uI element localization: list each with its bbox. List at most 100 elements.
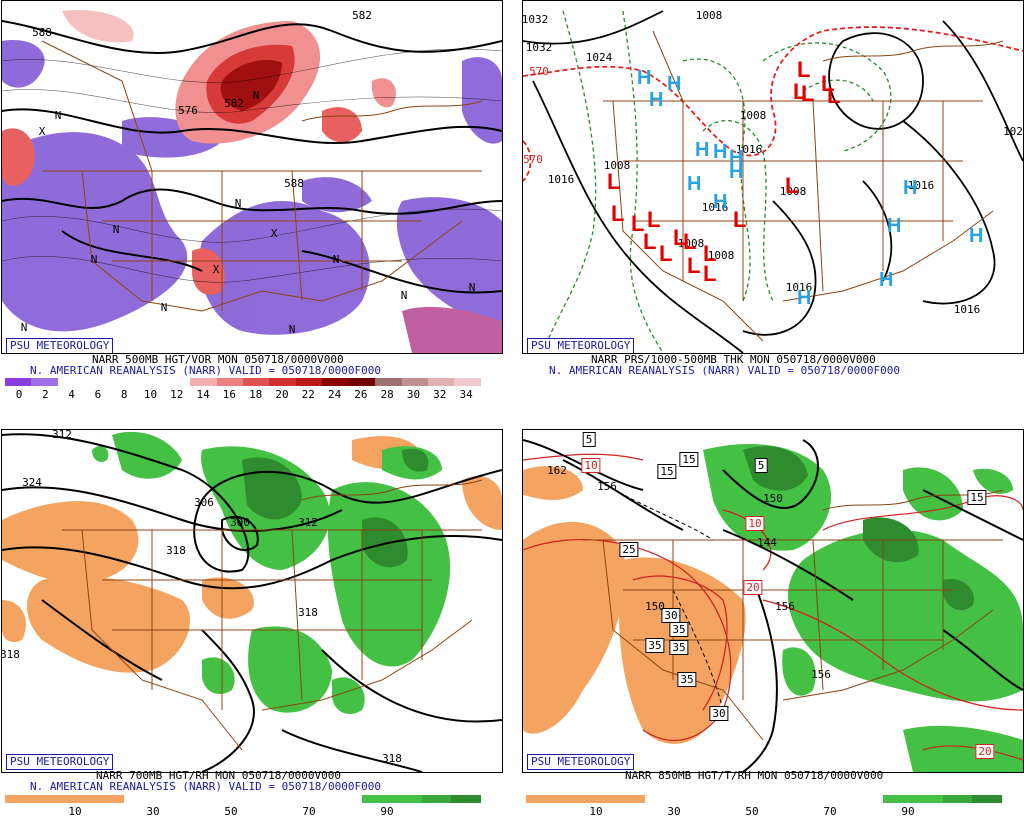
- box-label-5: 5: [754, 458, 768, 473]
- colorbar-swatch: [138, 795, 154, 803]
- symbol-n: N: [234, 197, 242, 210]
- panel-thickness: 1032 1032 1024 1008 1016 1008 1008 1008 …: [521, 0, 1024, 405]
- label-576: 576: [178, 104, 198, 117]
- colorbar-swatch: [332, 795, 348, 803]
- high-pressure-symbol: H: [713, 191, 728, 213]
- label-156-c: 156: [775, 600, 795, 613]
- colorbar-swatch: [615, 795, 631, 803]
- colorbar-swatch: [570, 795, 586, 803]
- colorbar-swatch: [5, 795, 20, 803]
- high-pressure-symbol: H: [903, 177, 918, 199]
- colorbar-swatch: [401, 378, 428, 386]
- colorbar-swatch: [600, 795, 616, 803]
- label-1016-e: 1016: [907, 179, 935, 192]
- colorbar-swatch: [734, 795, 750, 803]
- map-700mb: 312 324 306 300 312 318 318 318 318 PSU …: [1, 429, 503, 773]
- high-pressure-symbol: H: [667, 73, 682, 95]
- colorbar-tick-label: 18: [249, 388, 263, 401]
- high-pressure-symbol: H: [729, 147, 744, 169]
- colorbar-tick-label: 50: [224, 805, 238, 818]
- colorbar-swatch: [466, 795, 481, 803]
- label-312-a: 312: [52, 429, 72, 441]
- colorbar-swatch: [808, 795, 824, 803]
- high-pressure-symbol: H: [969, 225, 984, 247]
- label-162: 162: [547, 464, 567, 477]
- colorbar-swatch: [94, 795, 110, 803]
- symbol-n: N: [90, 253, 98, 266]
- colorbar-tick-label: 14: [196, 388, 210, 401]
- box-label-15: 15: [679, 452, 699, 467]
- label-150-b: 150: [645, 600, 665, 613]
- high-pressure-symbol: H: [649, 89, 664, 111]
- colorbar-vorticity-ticks: 0 2 4 6 8 10 12 14 16 18 20 22 24 26 28 30 32 34: [5, 388, 481, 402]
- colorbar-swatch: [322, 378, 349, 386]
- colorbar-swatch: [391, 795, 407, 803]
- label-1016-a: 1016: [547, 173, 575, 186]
- label-588-a: 588: [32, 26, 52, 39]
- colorbar-tick-label: 30: [406, 388, 421, 401]
- colorbar-swatch: [853, 795, 869, 803]
- label-1008-d: 1008: [677, 237, 705, 250]
- low-pressure-symbol: L: [683, 229, 697, 254]
- colorbar-tick-label: 10: [68, 805, 82, 818]
- label-156-b: 156: [811, 668, 831, 681]
- box-label-20-red: 20: [743, 580, 763, 595]
- box-label-35: 35: [669, 622, 689, 637]
- colorbar-tick-label: 30: [146, 805, 160, 818]
- colorbar-swatch: [242, 378, 270, 386]
- label-1008-c: 1008: [739, 109, 767, 122]
- colorbar-swatch: [823, 795, 839, 803]
- colorbar-swatch: [183, 795, 199, 803]
- colorbar-tick-label: 10: [589, 805, 603, 818]
- label-570-b: 570: [523, 153, 543, 166]
- colorbar-swatch: [376, 795, 392, 803]
- colorbar-rh-700-ticks: 10 30 50 70 90: [5, 805, 481, 819]
- low-pressure-symbol: L: [673, 225, 687, 250]
- low-pressure-symbol: L: [703, 261, 717, 286]
- high-pressure-symbol: H: [729, 161, 744, 183]
- colorbar-swatch: [451, 795, 467, 803]
- low-pressure-symbol: L: [793, 79, 807, 104]
- colorbar-tick-label: 28: [380, 388, 394, 401]
- colorbar-swatch: [198, 795, 214, 803]
- colorbar-swatch: [153, 795, 169, 803]
- label-318-a: 318: [166, 544, 186, 557]
- colorbar-swatch: [406, 795, 422, 803]
- label-582-b: 582: [352, 9, 372, 22]
- colorbar-tick-label: 90: [901, 805, 915, 818]
- colorbar-swatch: [348, 378, 376, 386]
- label-582-a: 582: [224, 97, 244, 110]
- colorbar-swatch: [421, 795, 437, 803]
- caption-500mb-title: NARR 500MB HGT/VOR MON 050718/0000V000: [92, 353, 344, 366]
- label-1008-e: 1008: [707, 249, 735, 262]
- map-500mb-graphic: [2, 10, 502, 353]
- low-pressure-symbol: L: [821, 71, 835, 96]
- colorbar-swatch: [428, 378, 455, 386]
- box-label-35: 35: [669, 640, 689, 655]
- symbol-x: X: [38, 125, 46, 138]
- label-1032-b: 1032: [525, 41, 553, 54]
- symbol-n: N: [112, 223, 120, 236]
- colorbar-rh-850: [526, 795, 1002, 803]
- box-label-30: 30: [709, 706, 729, 721]
- colorbar-swatch: [883, 795, 898, 803]
- colorbar-swatch: [719, 795, 735, 803]
- symbol-n: N: [288, 323, 296, 336]
- colorbar-swatch: [942, 795, 958, 803]
- low-pressure-symbol: L: [801, 81, 815, 106]
- colorbar-tick-label: 70: [823, 805, 837, 818]
- colorbar-swatch: [190, 378, 217, 386]
- colorbar-swatch: [778, 795, 794, 803]
- colorbar-tick-label: 2: [41, 388, 49, 401]
- map-500mb: 588 576 582 588 582 N N N N N N N X X X …: [1, 0, 503, 354]
- colorbar-swatch: [912, 795, 928, 803]
- colorbar-swatch: [793, 795, 809, 803]
- low-pressure-symbol: L: [687, 253, 701, 278]
- colorbar-tick-label: 0: [15, 388, 23, 401]
- high-pressure-symbol: H: [887, 215, 902, 237]
- colorbar-swatch: [764, 795, 779, 803]
- colorbar-swatch: [585, 795, 601, 803]
- colorbar-swatch: [674, 795, 690, 803]
- colorbar-tick-label: 12: [170, 388, 184, 401]
- colorbar-swatch: [555, 795, 571, 803]
